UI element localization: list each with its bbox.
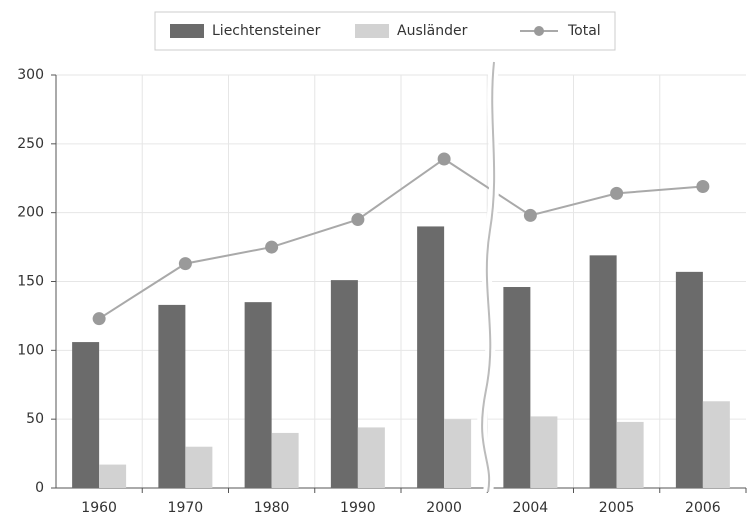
x-tick-label: 2006 xyxy=(685,500,721,516)
x-tick-label: 1980 xyxy=(254,500,290,516)
marker xyxy=(351,213,365,227)
legend-marker xyxy=(534,26,544,36)
y-tick-label: 200 xyxy=(17,205,44,221)
legend-label: Total xyxy=(567,23,601,39)
legend-swatch xyxy=(355,24,389,38)
y-tick-label: 300 xyxy=(17,67,44,83)
bar xyxy=(417,226,445,488)
y-tick-label: 150 xyxy=(17,274,44,290)
bar xyxy=(158,304,186,488)
axis-break xyxy=(481,61,496,493)
bar xyxy=(675,271,703,488)
y-tick-label: 0 xyxy=(35,480,44,496)
y-tick-label: 50 xyxy=(26,411,44,427)
bar xyxy=(244,302,272,488)
bar xyxy=(444,419,472,488)
x-tick-label: 1990 xyxy=(340,500,376,516)
marker xyxy=(178,257,192,271)
legend-swatch xyxy=(170,24,204,38)
marker xyxy=(610,186,624,200)
x-tick-label: 2004 xyxy=(513,500,549,516)
bar xyxy=(589,255,617,488)
bar xyxy=(271,432,299,488)
y-tick-label: 250 xyxy=(17,136,44,152)
line xyxy=(98,157,703,320)
marker xyxy=(265,240,279,254)
bar xyxy=(530,416,558,488)
bar xyxy=(330,280,358,488)
legend-label: Liechtensteiner xyxy=(212,23,321,39)
bar xyxy=(72,342,100,488)
marker xyxy=(437,152,451,166)
legend-label: Ausländer xyxy=(397,23,468,39)
x-tick-label: 1970 xyxy=(168,500,204,516)
y-tick-label: 100 xyxy=(17,342,44,358)
x-tick-label: 1960 xyxy=(81,500,117,516)
marker xyxy=(696,180,710,194)
x-tick-label: 2000 xyxy=(426,500,462,516)
bar xyxy=(503,287,531,488)
bar xyxy=(616,421,644,488)
marker xyxy=(523,208,537,222)
bar xyxy=(357,427,385,488)
bar xyxy=(185,446,213,488)
x-tick-label: 2005 xyxy=(599,500,635,516)
bar xyxy=(99,464,127,488)
bar xyxy=(702,401,730,488)
marker xyxy=(92,312,106,326)
